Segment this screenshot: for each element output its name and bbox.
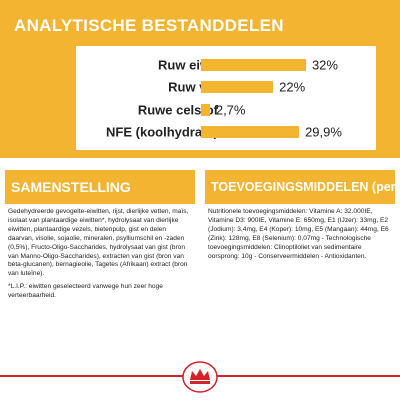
logo — [182, 361, 218, 393]
bar — [201, 59, 306, 71]
section: SAMENSTELLING Gedehydreerde gevogelte-ei… — [5, 170, 195, 301]
bar — [201, 126, 300, 138]
paragraph: *L.I.P.: eiwitten geselecteerd vanwege h… — [8, 283, 163, 300]
value-label: 22% — [279, 79, 306, 95]
section-title: TOEVOEGINGSMIDDELEN (per kg) — [205, 170, 395, 204]
paragraph: Nutritionele toevoegingsmiddelen: Vitami… — [208, 208, 389, 260]
section: TOEVOEGINGSMIDDELEN (per kg) Nutritionel… — [205, 170, 395, 261]
category-label: Ruwe celstof — [137, 102, 218, 118]
value-label: 29,9% — [305, 124, 342, 140]
category-label: NFE (koolhydraat) — [106, 124, 218, 140]
paragraph: Gedehydreerde gevogelte-eiwitten, rijst,… — [8, 208, 189, 278]
section-title: SAMENSTELLING — [5, 170, 195, 204]
title: ANALYTISCHE BESTANDDELEN — [14, 16, 284, 35]
value-label: 2,7% — [215, 102, 246, 118]
bar — [201, 81, 274, 93]
bar — [201, 104, 210, 116]
value-label: 32% — [311, 57, 338, 73]
